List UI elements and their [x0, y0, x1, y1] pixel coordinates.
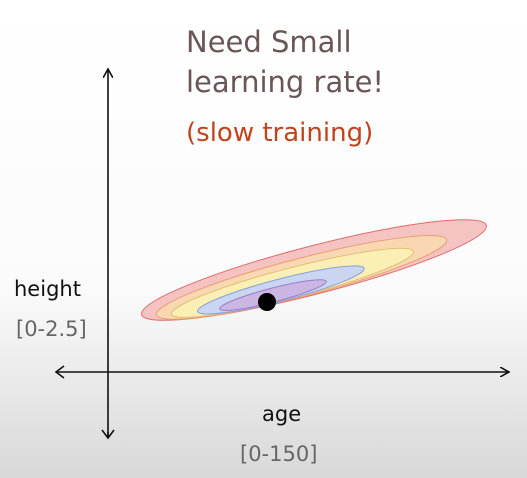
subtitle: (slow training)	[186, 118, 373, 148]
y-axis-label: height	[14, 277, 81, 301]
y-axis-range: [0-2.5]	[16, 317, 87, 341]
x-axis-label: age	[262, 402, 301, 426]
x-axis-range: [0-150]	[240, 442, 317, 466]
contours	[141, 219, 487, 321]
x-axis-arrow	[54, 365, 65, 379]
current-point	[258, 293, 276, 311]
title-line: Need Small	[186, 25, 352, 59]
y-axis-arrow	[101, 429, 115, 440]
title-line: learning rate!	[186, 65, 384, 99]
